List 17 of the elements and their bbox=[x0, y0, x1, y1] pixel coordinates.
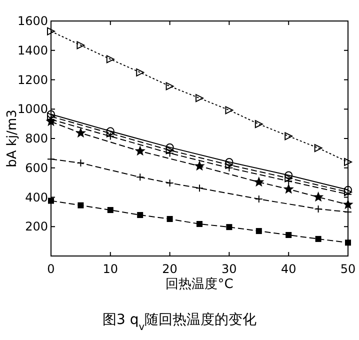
y-tick-label: 400 bbox=[25, 190, 48, 204]
y-tick-label: 600 bbox=[25, 160, 48, 175]
x-tick-label: 20 bbox=[162, 262, 178, 276]
y-axis-title: bA kj/m3 bbox=[5, 110, 20, 168]
x-tick-label: 50 bbox=[340, 262, 356, 276]
text: 图3 q$_{v}$随回热温度的变化 bbox=[102, 312, 257, 332]
y-tick-label: 1000 bbox=[17, 102, 48, 116]
y-tick-label: 1400 bbox=[17, 43, 48, 58]
y-tick-label: 200 bbox=[25, 220, 48, 234]
x-tick-label: 0 bbox=[47, 262, 55, 276]
y-tick-label: 1200 bbox=[17, 72, 48, 87]
x-tick-label: 30 bbox=[222, 262, 237, 276]
y-tick-label: 1600 bbox=[17, 14, 48, 28]
x-tick-label: 10 bbox=[102, 262, 118, 276]
x-axis-title: 回热温度°C bbox=[166, 276, 234, 292]
x-tick-label: 40 bbox=[280, 262, 296, 276]
y-tick-label: 800 bbox=[25, 132, 48, 146]
